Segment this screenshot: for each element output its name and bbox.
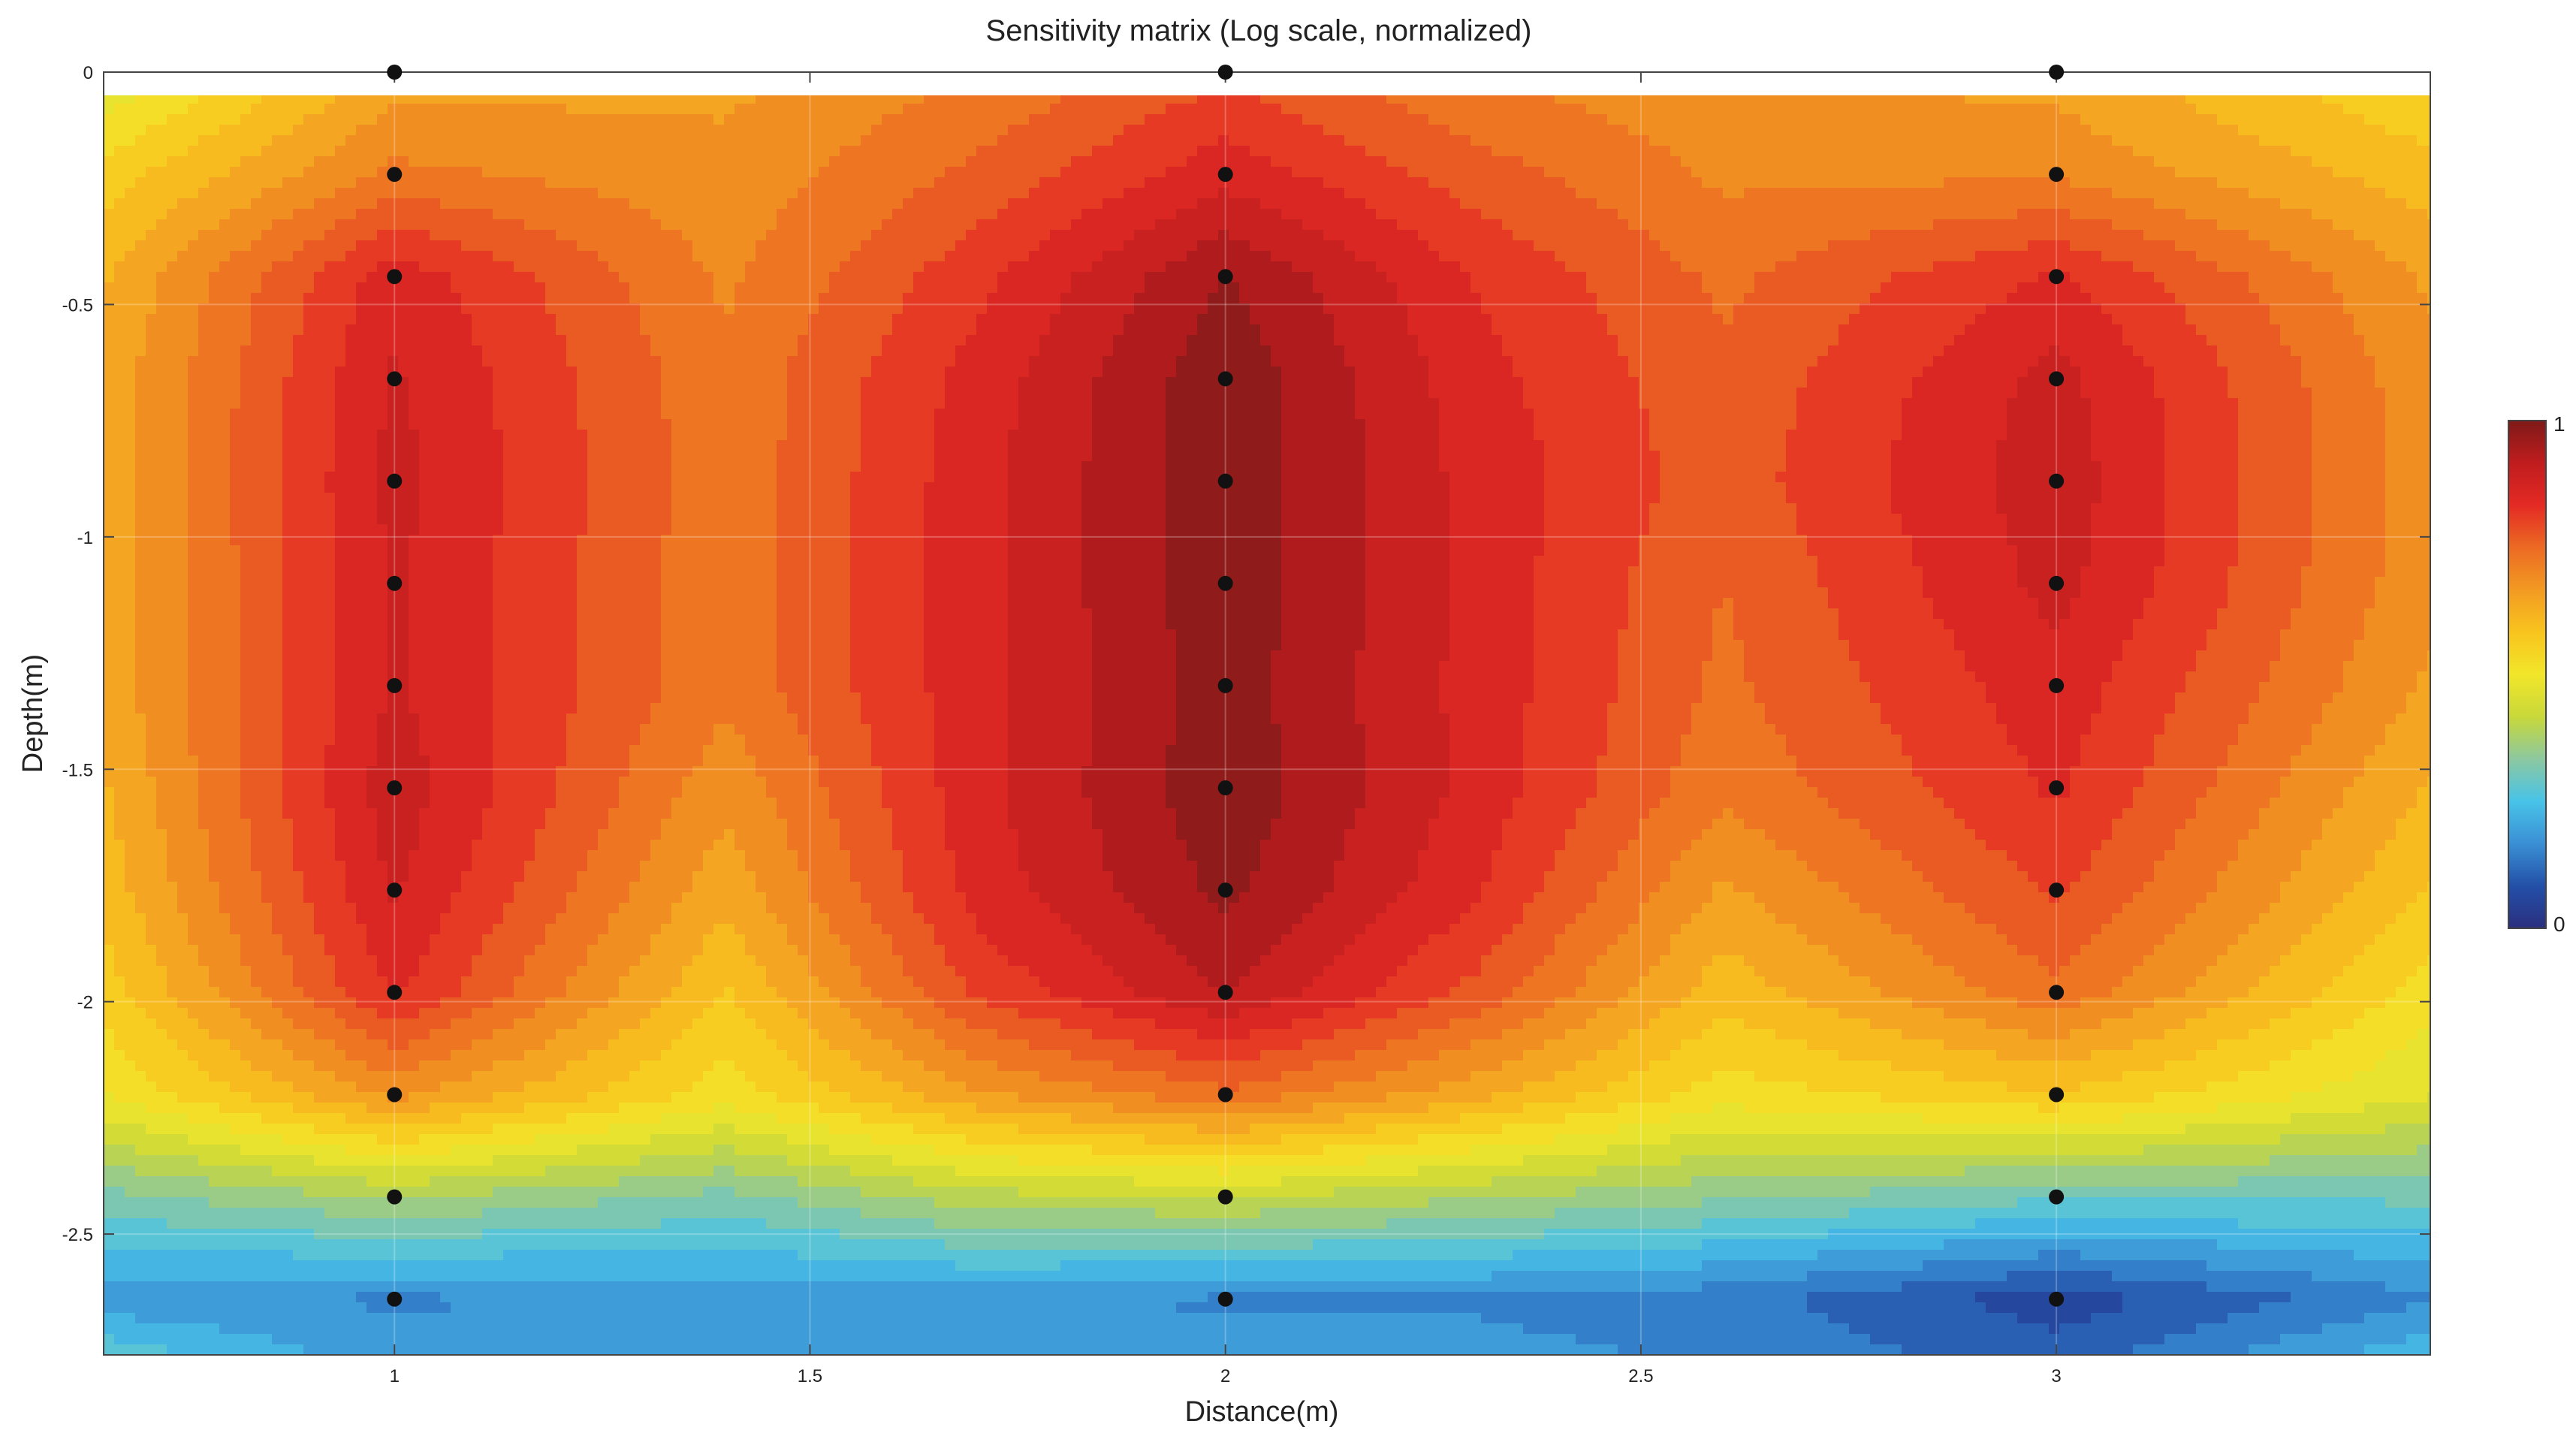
y-tick-label: -1 <box>77 528 93 548</box>
colorbar-min-label: 0 <box>2553 913 2565 936</box>
electrode-point <box>387 167 402 182</box>
electrode-point <box>1218 1190 1233 1205</box>
electrode-point <box>2049 985 2064 1000</box>
electrode-point <box>387 882 402 898</box>
electrode-point <box>2049 65 2064 80</box>
colorbar: 1 0 <box>2508 412 2565 936</box>
electrode-point <box>1218 65 1233 80</box>
electrode-point <box>2049 882 2064 898</box>
y-tick-label: -0.5 <box>62 295 93 315</box>
electrode-point <box>1218 474 1233 489</box>
colorbar-max-label: 1 <box>2553 412 2565 436</box>
y-tick-label: -2 <box>77 993 93 1013</box>
electrode-point <box>387 1087 402 1102</box>
electrode-point <box>2049 576 2064 591</box>
chart-title: Sensitivity matrix (Log scale, normalize… <box>986 14 1532 47</box>
y-tick-label: 0 <box>83 63 93 83</box>
electrode-point <box>2049 474 2064 489</box>
x-tick-label: 3 <box>2051 1366 2061 1386</box>
electrode-point <box>387 269 402 284</box>
electrode-point <box>2049 269 2064 284</box>
electrode-point <box>2049 371 2064 386</box>
electrode-point <box>387 65 402 80</box>
x-axis-label: Distance(m) <box>1185 1396 1339 1428</box>
electrode-point <box>387 474 402 489</box>
x-tick-label: 1 <box>390 1366 400 1386</box>
electrode-point <box>1218 882 1233 898</box>
y-tick-label: -1.5 <box>62 760 93 780</box>
x-tick-label: 2 <box>1220 1366 1230 1386</box>
electrode-point <box>2049 1087 2064 1102</box>
electrode-point <box>2049 167 2064 182</box>
electrode-point <box>1218 576 1233 591</box>
electrode-point <box>1218 780 1233 795</box>
electrode-point <box>2049 678 2064 693</box>
x-tick-label: 1.5 <box>798 1366 822 1386</box>
electrode-point <box>387 576 402 591</box>
electrode-point <box>387 985 402 1000</box>
y-tick-label: -2.5 <box>62 1225 93 1245</box>
electrode-point <box>1218 678 1233 693</box>
electrode-point <box>1218 167 1233 182</box>
electrode-point <box>387 1190 402 1205</box>
electrode-point <box>387 780 402 795</box>
x-tick-label: 2.5 <box>1628 1366 1653 1386</box>
colorbar-gradient <box>2508 421 2546 928</box>
electrode-point <box>1218 985 1233 1000</box>
electrode-point <box>1218 1292 1233 1307</box>
electrode-point <box>1218 1087 1233 1102</box>
electrode-point <box>387 1292 402 1307</box>
electrode-point <box>2049 780 2064 795</box>
electrode-point <box>1218 371 1233 386</box>
heatmap-layer <box>104 72 2439 1356</box>
electrode-point <box>2049 1190 2064 1205</box>
electrode-point <box>387 678 402 693</box>
electrode-point <box>2049 1292 2064 1307</box>
y-axis-label: Depth(m) <box>17 654 49 773</box>
electrode-point <box>1218 269 1233 284</box>
electrode-point <box>387 371 402 386</box>
